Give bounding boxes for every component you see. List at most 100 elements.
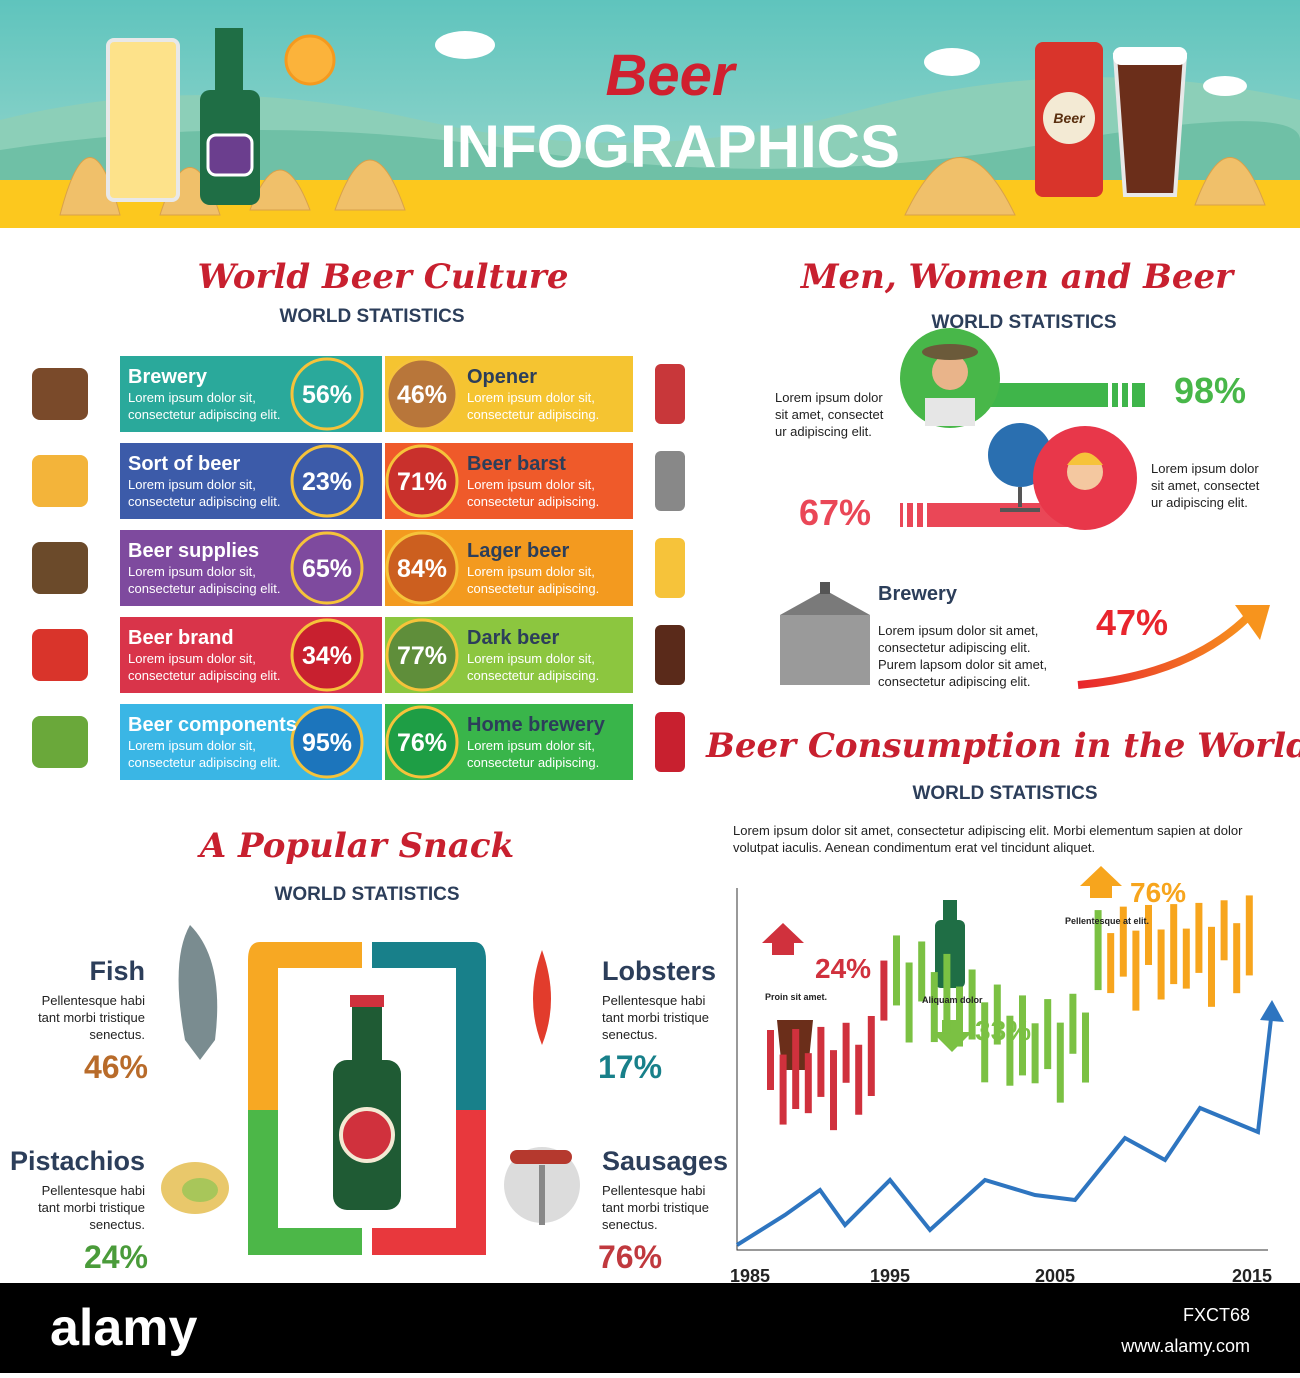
- candle: [1208, 926, 1215, 1007]
- year-label: 2015: [1232, 1266, 1272, 1286]
- candle: [1119, 906, 1127, 977]
- snack-graphic: [161, 925, 580, 1255]
- body-text: sit amet, consectet: [775, 407, 884, 422]
- stat-value: 65%: [302, 555, 352, 583]
- candle: [1031, 1023, 1039, 1084]
- stat-value: 77%: [397, 642, 447, 670]
- icon: [655, 712, 685, 772]
- body-text: Lorem ipsum dolor: [775, 390, 883, 405]
- snack-name: Sausages: [602, 1146, 728, 1176]
- body-text: Lorem ipsum dolor sit amet,: [878, 623, 1038, 638]
- stat-text: Lorem ipsum dolor sit,: [467, 477, 595, 492]
- stat-name: Home brewery: [467, 714, 606, 736]
- snack-text: Pellentesque habi: [42, 1183, 145, 1198]
- note-value: 24%: [815, 953, 871, 984]
- stat-text: consectetur adipiscing.: [467, 494, 599, 509]
- snack-texts: Fish Pellentesque habi tant morbi tristiqu…: [10, 956, 728, 1275]
- snack-value: 46%: [84, 1049, 148, 1085]
- year-label: 1985: [730, 1266, 770, 1286]
- icon: [32, 716, 88, 768]
- icon: [32, 542, 88, 594]
- candle: [1006, 1015, 1014, 1086]
- candle: [855, 1044, 863, 1115]
- section-subtitle: WORLD STATISTICS: [279, 306, 464, 327]
- section-subtitle: WORLD STATISTICS: [931, 312, 1116, 333]
- icon: [655, 538, 685, 598]
- icon: [32, 629, 88, 681]
- stat-text: Lorem ipsum dolor sit,: [128, 564, 256, 579]
- candle: [1044, 999, 1052, 1070]
- gender-graphic: [780, 328, 1270, 689]
- snack-text: senectus.: [602, 1027, 658, 1042]
- stat-circle: [385, 357, 459, 431]
- stat-value: 34%: [302, 642, 352, 670]
- stat-circle: [290, 618, 364, 692]
- stat-value: 84%: [397, 555, 447, 583]
- footer-brand: alamy: [50, 1299, 198, 1357]
- stat-circle: [290, 357, 364, 431]
- stat-value: 67%: [799, 492, 871, 533]
- note-value: 76%: [1130, 877, 1186, 908]
- stat-name: Dark beer: [467, 627, 559, 649]
- stat-value: 47%: [1096, 602, 1168, 643]
- trend-line: [735, 1009, 1274, 1247]
- candle: [1195, 902, 1203, 973]
- stat-name: Beer barst: [467, 453, 566, 475]
- candle: [817, 1026, 825, 1097]
- candle: [993, 984, 1001, 1045]
- year-label: 2005: [1035, 1266, 1075, 1286]
- paragraph: Lorem ipsum dolor sit amet, consectetur …: [733, 823, 1243, 838]
- stat-value: 46%: [397, 381, 447, 409]
- stat-circle: [385, 444, 459, 518]
- snack-text: Pellentesque habi: [42, 993, 145, 1008]
- snack-text: Pellentesque habi: [602, 1183, 705, 1198]
- stat-text: consectetur adipiscing.: [467, 668, 599, 683]
- candle: [1107, 933, 1115, 994]
- culture-rows: Brewery Opener Lorem ipsum dolor sit, Lorem…: [32, 356, 685, 780]
- candle: [830, 1050, 837, 1131]
- stat-circle: [290, 444, 364, 518]
- stat-circle: [290, 531, 364, 605]
- stat-name: Brewery: [878, 583, 958, 605]
- paragraph: volutpat iaculis. Aenean condimentum era…: [733, 840, 1095, 855]
- candle: [968, 969, 976, 1040]
- snack-text: tant morbi tristique: [602, 1200, 709, 1215]
- candle: [880, 960, 888, 1021]
- stat-name: Beer supplies: [128, 540, 259, 562]
- snack-text: tant morbi tristique: [38, 1200, 145, 1215]
- candle: [1056, 1022, 1064, 1103]
- snack-name: Pistachios: [10, 1146, 145, 1176]
- snack-value: 24%: [84, 1239, 148, 1275]
- stat-text: Lorem ipsum dolor sit,: [128, 738, 256, 753]
- icon: [32, 455, 88, 507]
- candle: [918, 941, 926, 1002]
- candle: [767, 1030, 774, 1090]
- stat-text: Lorem ipsum dolor sit,: [128, 390, 256, 405]
- snack-text: tant morbi tristique: [38, 1010, 145, 1025]
- body-text: Purem lapsom dolor sit amet,: [878, 657, 1047, 672]
- icon: [32, 368, 88, 420]
- body-text: consectetur adipiscing elit.: [878, 640, 1030, 655]
- candle: [867, 1015, 875, 1096]
- body-text: ur adipiscing elit.: [775, 424, 872, 439]
- candle: [1132, 930, 1140, 1011]
- candle: [893, 935, 900, 1006]
- stat-text: consectetur adipiscing elit.: [128, 494, 280, 509]
- candle: [930, 972, 938, 1043]
- icon: [655, 625, 685, 685]
- stat-circle: [385, 705, 459, 779]
- stat-circle: [290, 705, 364, 779]
- stat-circle: [385, 618, 459, 692]
- body-text: ur adipiscing elit.: [1151, 495, 1248, 510]
- body-text: Lorem ipsum dolor: [1151, 461, 1259, 476]
- year-label: 1995: [870, 1266, 910, 1286]
- candle: [779, 1054, 787, 1125]
- trend-arrow: [1260, 1000, 1284, 1022]
- snack-name: Lobsters: [602, 956, 716, 986]
- snack-text: Pellentesque habi: [602, 993, 705, 1008]
- section-subtitle: WORLD STATISTICS: [912, 783, 1097, 804]
- stat-text: consectetur adipiscing elit.: [128, 755, 280, 770]
- candle: [1019, 995, 1026, 1076]
- candle: [1170, 904, 1178, 985]
